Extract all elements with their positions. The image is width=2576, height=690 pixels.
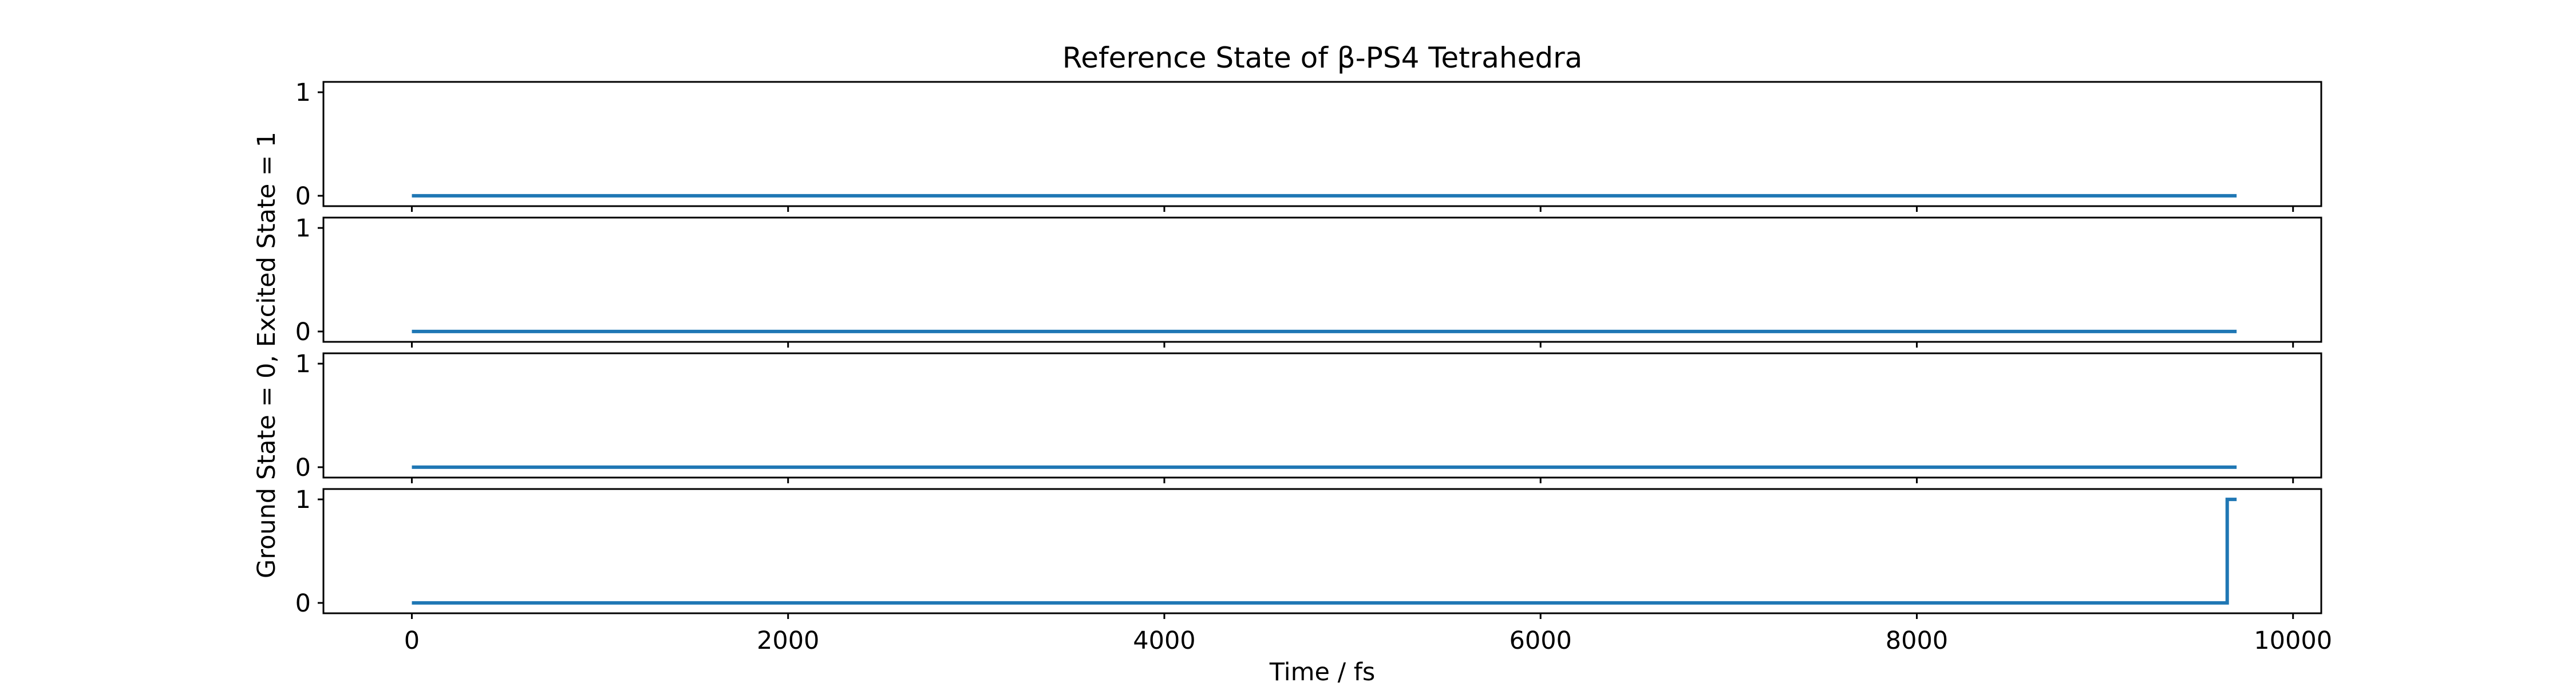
chart-title: Reference State of β-PS4 Tetrahedra bbox=[1062, 41, 1583, 74]
x-tick-label: 6000 bbox=[1509, 626, 1571, 655]
y-tick-label: 1 bbox=[295, 78, 311, 107]
y-tick-label: 1 bbox=[295, 214, 311, 243]
y-tick-label: 0 bbox=[295, 454, 311, 482]
y-axis-label: Ground State = 0, Excited State = 1 bbox=[252, 132, 281, 578]
y-tick-label: 1 bbox=[295, 350, 311, 378]
x-tick-label: 2000 bbox=[757, 626, 819, 655]
panel-frame bbox=[322, 216, 2322, 343]
chart-panel-3: 01 bbox=[295, 350, 2322, 483]
x-axis-label: Time / fs bbox=[1269, 658, 1376, 687]
chart-panel-2: 01 bbox=[295, 214, 2322, 348]
x-tick-label: 4000 bbox=[1133, 626, 1195, 655]
y-tick-label: 1 bbox=[295, 486, 311, 514]
panel-frame bbox=[322, 352, 2322, 479]
panel-frame bbox=[322, 488, 2322, 614]
chart-panel-4: 0 1 0 2000 4000 6000 8000 10000 bbox=[295, 486, 2332, 655]
series-line-panel-4 bbox=[412, 498, 2237, 605]
y-tick-label: 0 bbox=[295, 318, 311, 346]
y-tick-label: 0 bbox=[295, 182, 311, 211]
panel-frame bbox=[322, 81, 2322, 207]
x-tick-label: 0 bbox=[404, 626, 420, 655]
x-tick-label: 8000 bbox=[1886, 626, 1948, 655]
x-tick-label: 10000 bbox=[2254, 626, 2332, 655]
y-tick-label: 0 bbox=[295, 589, 311, 618]
chart-panel-1: 01 bbox=[295, 78, 2322, 212]
